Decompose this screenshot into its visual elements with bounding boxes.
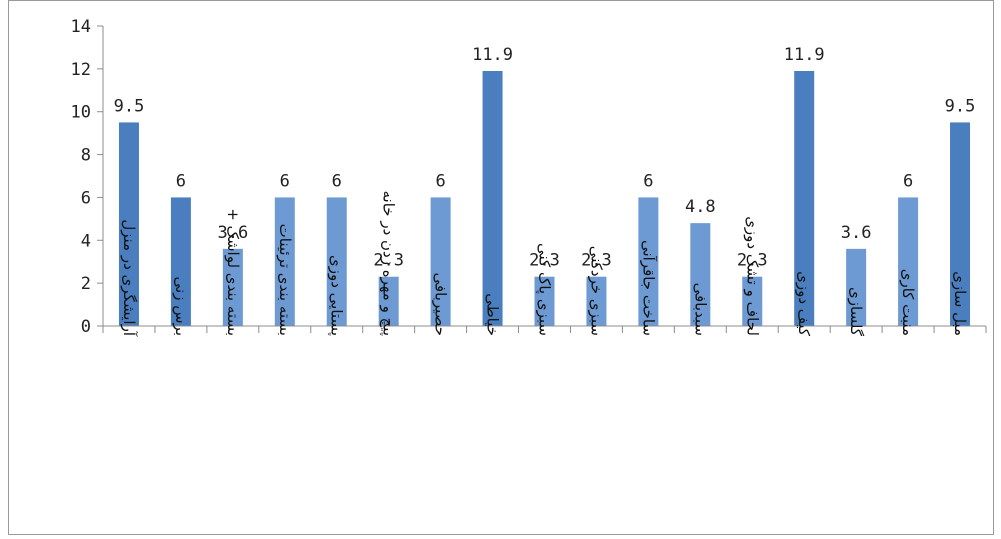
y-tick-label: 0: [81, 317, 91, 337]
x-category-label: خیاطی: [484, 293, 502, 336]
x-category-label: سبزی خردکنی: [587, 246, 605, 336]
x-category-label: کیف دوزی: [795, 271, 813, 337]
bar: [742, 276, 763, 326]
bar-data-label: 6: [435, 171, 445, 191]
bar-data-label: 6: [903, 171, 913, 191]
x-category-label-group: سبزی خردکنی: [587, 246, 605, 336]
x-category-label-group: خیاطی: [484, 293, 502, 336]
x-category-label: آرایشگری در منزل: [120, 219, 138, 336]
bar: [430, 197, 451, 326]
bar-data-label: 2.3: [737, 251, 768, 271]
x-category-label-group: لحاف و تشک دوزی: [743, 216, 761, 336]
x-category-label: لحاف و تشک دوزی: [743, 216, 761, 336]
bar-data-label: 2.3: [529, 251, 560, 271]
bar-data-label: 6: [643, 171, 653, 191]
bar: [846, 248, 867, 326]
y-tick-label: 2: [81, 274, 91, 294]
x-category-label: منبت کاری: [899, 269, 917, 336]
bar-data-label: 6: [332, 171, 342, 191]
y-tick-label: 6: [81, 188, 91, 208]
x-category-label: سبزی پاک کنی: [535, 243, 554, 336]
x-category-label-group: پیچ و مهره زدن در خانه: [379, 191, 398, 336]
y-tick-label: 8: [81, 146, 91, 166]
bar: [274, 197, 295, 326]
x-category-label: مبل سازی: [951, 271, 969, 336]
x-category-label-group: ساخت جاقرآنی: [639, 240, 657, 336]
bar-data-label: 6: [176, 171, 186, 191]
x-category-label: ساخت جاقرآنی: [639, 240, 657, 336]
x-category-label-group: بسته بندی لواشک +: [224, 208, 242, 336]
x-category-label-group: منبت کاری: [899, 269, 917, 336]
bar: [482, 71, 503, 326]
bar-data-label: 2.3: [581, 251, 612, 271]
y-axis: 0 2 4 6 8 10 12 14: [71, 17, 104, 337]
bar-data-label: 3.6: [217, 223, 248, 243]
x-category-label-group: حصیربافی: [432, 272, 450, 336]
y-tick-label: 14: [71, 17, 91, 37]
x-category-label: گلسازی: [847, 287, 865, 337]
bar-data-label: 6: [280, 171, 290, 191]
x-category-label: سبدبافی: [691, 283, 709, 336]
bar: [222, 248, 243, 326]
bar: [898, 197, 919, 326]
bar: [534, 276, 555, 326]
x-category-label: پیچ و مهره زدن در خانه: [379, 191, 398, 336]
x-category-label: پستایی دوزی: [327, 255, 346, 336]
bar-data-label: 9.5: [945, 96, 976, 116]
bar: [794, 71, 815, 326]
x-category-label: حصیربافی: [432, 272, 450, 336]
x-category-label-group: پستایی دوزی: [327, 255, 346, 336]
bar: [326, 197, 347, 326]
bar: [950, 122, 971, 326]
bar-data-label: 9.5: [114, 96, 145, 116]
x-category-label-group: گلسازی: [847, 287, 865, 337]
bars: [118, 71, 971, 326]
bar-data-label: 4.8: [685, 197, 716, 217]
x-category-label-group: کیف دوزی: [795, 271, 813, 337]
y-tick-label: 4: [81, 231, 91, 251]
bar: [690, 223, 711, 326]
bar: [118, 122, 139, 326]
x-category-label: بسته بندی لواشک +: [224, 208, 242, 336]
bar-data-label: 11.9: [472, 45, 513, 65]
bar: [170, 197, 191, 326]
x-category-label-group: برس زنی: [172, 277, 190, 336]
bar-data-label: 2.3: [373, 251, 404, 271]
bar: [638, 197, 659, 326]
x-category-label-group: آرایشگری در منزل: [120, 219, 138, 336]
x-category-label-group: سبزی پاک کنی: [535, 243, 554, 336]
x-axis: آرایشگری در منزل برس زنی بسته بندی لواشک +…: [102, 191, 987, 337]
x-category-label: برس زنی: [172, 277, 190, 336]
x-category-label: بسته بندی ترئینات: [276, 224, 294, 336]
x-category-label-group: مبل سازی: [951, 271, 969, 336]
bar: [378, 276, 399, 326]
x-category-label-group: سبدبافی: [691, 283, 709, 336]
bar-data-label: 3.6: [841, 223, 872, 243]
data-labels: 9.5 6 3.6 6 6 2.3 6 11.9 2.3 2.3 6 4.8 2.3 11.9 3.6 6 9.…: [114, 45, 976, 271]
bar-data-label: 11.9: [784, 45, 825, 65]
bar: [586, 276, 607, 326]
y-tick-label: 12: [71, 60, 91, 80]
x-category-label-group: بسته بندی ترئینات: [276, 224, 294, 336]
y-tick-label: 10: [71, 103, 91, 123]
